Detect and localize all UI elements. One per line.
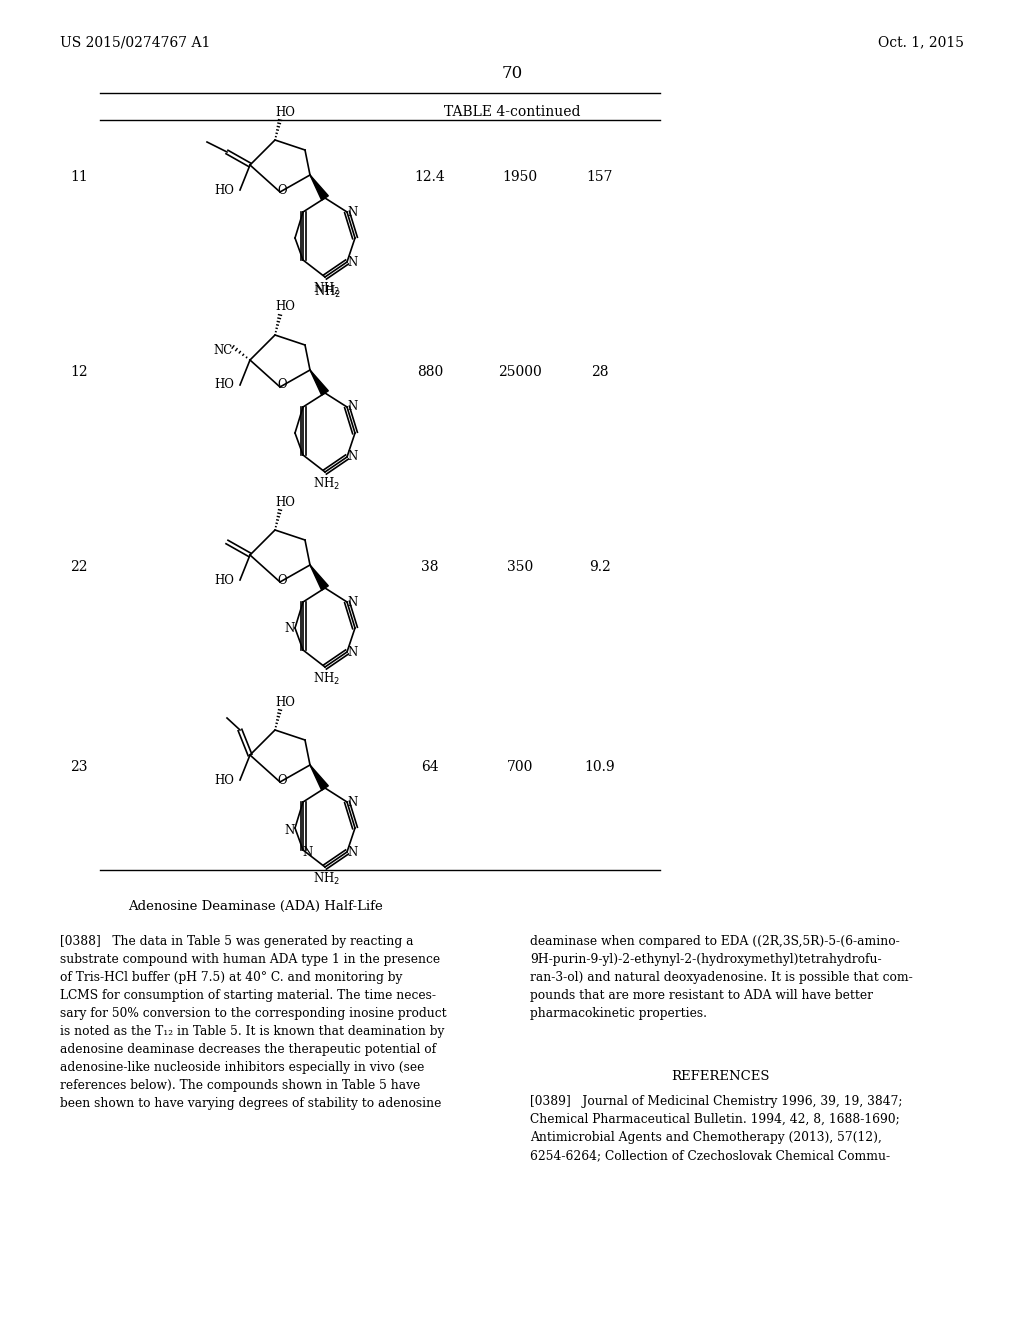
Text: HO: HO xyxy=(275,495,295,508)
Text: HO: HO xyxy=(275,301,295,314)
Text: NH$_2$: NH$_2$ xyxy=(313,477,341,492)
Text: Oct. 1, 2015: Oct. 1, 2015 xyxy=(878,36,964,49)
Text: 70: 70 xyxy=(502,65,522,82)
Text: HO: HO xyxy=(214,774,233,787)
Text: 22: 22 xyxy=(70,560,87,574)
Text: NH$_2$: NH$_2$ xyxy=(313,281,341,297)
Text: 38: 38 xyxy=(421,560,438,574)
Text: 700: 700 xyxy=(507,760,534,774)
Text: O: O xyxy=(278,573,287,586)
Text: 157: 157 xyxy=(587,170,613,183)
Text: N: N xyxy=(348,206,358,219)
Text: N: N xyxy=(285,824,295,837)
Text: HO: HO xyxy=(214,183,233,197)
Text: NH$_2$: NH$_2$ xyxy=(314,284,342,300)
Text: REFERENCES: REFERENCES xyxy=(671,1071,769,1082)
Text: 10.9: 10.9 xyxy=(585,760,615,774)
Text: US 2015/0274767 A1: US 2015/0274767 A1 xyxy=(60,36,210,49)
Text: N: N xyxy=(348,400,358,413)
Text: [0388]   The data in Table 5 was generated by reacting a
substrate compound with: [0388] The data in Table 5 was generated… xyxy=(60,935,446,1110)
Text: 1950: 1950 xyxy=(503,170,538,183)
Text: 28: 28 xyxy=(591,366,608,379)
Polygon shape xyxy=(310,565,329,590)
Polygon shape xyxy=(310,766,329,791)
Text: TABLE 4-continued: TABLE 4-continued xyxy=(443,106,581,119)
Text: 23: 23 xyxy=(70,760,87,774)
Text: NH$_2$: NH$_2$ xyxy=(313,671,341,686)
Text: 9.2: 9.2 xyxy=(589,560,611,574)
Text: N: N xyxy=(348,846,358,858)
Text: 25000: 25000 xyxy=(498,366,542,379)
Text: Adenosine Deaminase (ADA) Half-Life: Adenosine Deaminase (ADA) Half-Life xyxy=(128,900,382,913)
Text: NC: NC xyxy=(213,343,232,356)
Text: NH$_2$: NH$_2$ xyxy=(313,871,341,887)
Text: N: N xyxy=(348,450,358,463)
Text: N: N xyxy=(303,846,313,858)
Text: [0389]   Journal of Medicinal Chemistry 1996, 39, 19, 3847;
Chemical Pharmaceuti: [0389] Journal of Medicinal Chemistry 19… xyxy=(530,1096,902,1162)
Text: deaminase when compared to EDA ((2R,3S,5R)-5-(6-amino-
9H-purin-9-yl)-2-ethynyl-: deaminase when compared to EDA ((2R,3S,5… xyxy=(530,935,912,1020)
Text: HO: HO xyxy=(275,106,295,119)
Text: N: N xyxy=(285,622,295,635)
Text: N: N xyxy=(348,256,358,268)
Polygon shape xyxy=(310,176,329,201)
Text: 350: 350 xyxy=(507,560,534,574)
Text: N: N xyxy=(348,595,358,609)
Text: O: O xyxy=(278,774,287,787)
Text: N: N xyxy=(348,645,358,659)
Text: 880: 880 xyxy=(417,366,443,379)
Polygon shape xyxy=(310,370,329,395)
Text: HO: HO xyxy=(214,573,233,586)
Text: O: O xyxy=(278,183,287,197)
Text: O: O xyxy=(278,379,287,392)
Text: HO: HO xyxy=(214,379,233,392)
Text: 64: 64 xyxy=(421,760,439,774)
Text: HO: HO xyxy=(275,696,295,709)
Text: 12: 12 xyxy=(70,366,88,379)
Text: 12.4: 12.4 xyxy=(415,170,445,183)
Text: 11: 11 xyxy=(70,170,88,183)
Text: N: N xyxy=(348,796,358,808)
